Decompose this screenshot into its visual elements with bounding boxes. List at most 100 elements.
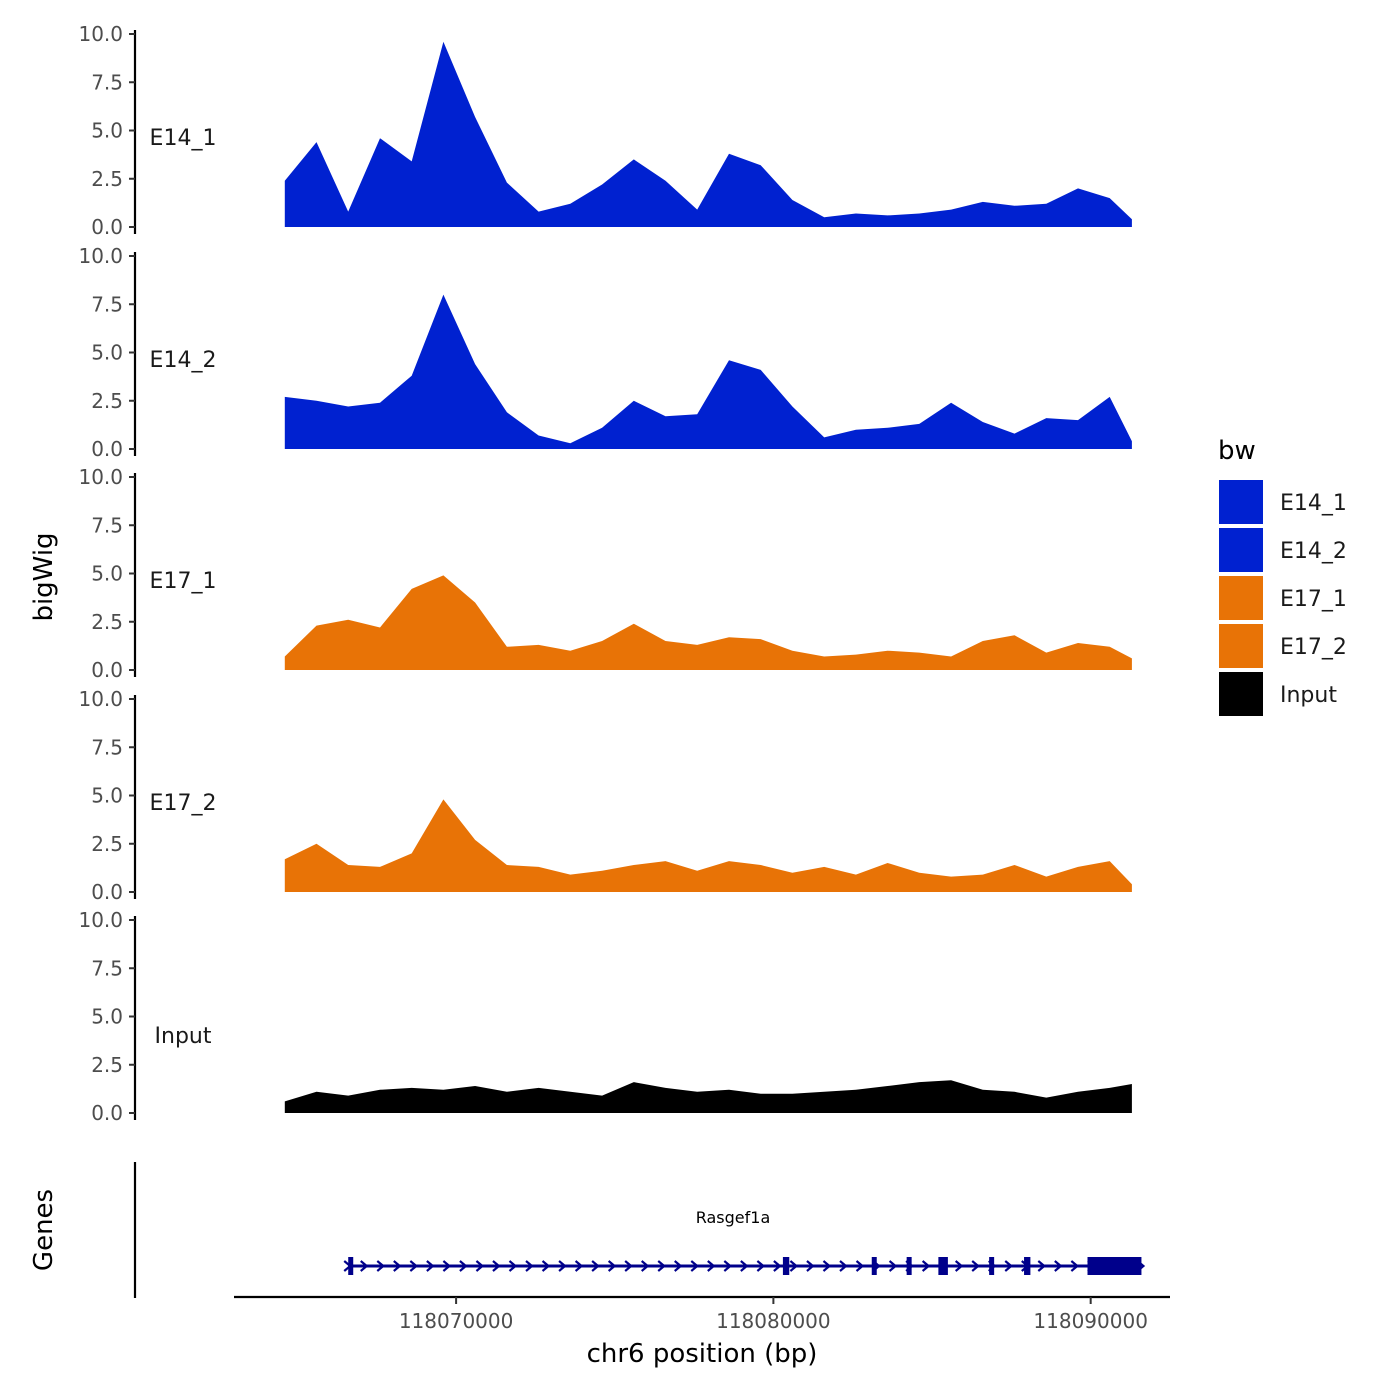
track-panel-e17_2: 0.0 2.5 5.0 7.5 10.0 E17_2 <box>78 687 1132 904</box>
strand-arrow <box>409 1260 419 1272</box>
x-tick-label: 118070000 <box>399 1309 514 1333</box>
signal-area-e17_1 <box>284 575 1132 670</box>
track-label: E14_2 <box>150 348 217 373</box>
gene-exon <box>906 1257 912 1275</box>
gene-model <box>343 1257 1146 1275</box>
strand-arrow <box>690 1260 699 1272</box>
signal-area-input <box>284 1080 1132 1113</box>
strand-arrow <box>1004 1260 1013 1272</box>
strand-arrow <box>492 1260 501 1272</box>
strand-arrow <box>475 1260 485 1272</box>
legend-swatch <box>1219 480 1263 524</box>
strand-arrow <box>839 1260 848 1272</box>
strand-arrow <box>921 1260 931 1272</box>
strand-arrow <box>591 1260 600 1272</box>
y-tick-label: 0.0 <box>91 880 123 904</box>
track-label: E14_1 <box>150 126 217 151</box>
y-tick-label: 10.0 <box>78 908 123 932</box>
gene-exon <box>348 1257 354 1275</box>
y-tick-label: 5.0 <box>91 119 123 143</box>
strand-arrow <box>640 1260 650 1272</box>
x-axis-title: chr6 position (bp) <box>587 1339 818 1369</box>
strand-arrow <box>426 1260 435 1272</box>
y-tick-label: 7.5 <box>91 70 123 94</box>
legend-label: Input <box>1280 683 1337 708</box>
legend-swatch <box>1219 672 1263 716</box>
x-axis: 118070000 118080000 118090000 chr6 positio… <box>234 1295 1170 1369</box>
y-tick-label: 2.5 <box>91 1053 123 1077</box>
gene-name-label: Rasgef1a <box>696 1208 771 1227</box>
y-tick-label: 5.0 <box>91 562 123 586</box>
y-tick-label: 7.5 <box>91 956 123 980</box>
strand-arrow <box>723 1260 733 1272</box>
y-tick-label: 2.5 <box>91 610 123 634</box>
legend-items: E14_1 E14_2 E17_1 E17_2 Input <box>1219 480 1347 716</box>
strand-arrow <box>888 1260 898 1272</box>
y-tick-label: 0.0 <box>91 1101 123 1125</box>
y-tick-label: 2.5 <box>91 832 123 856</box>
strand-arrow <box>508 1260 518 1272</box>
strand-arrow <box>806 1260 815 1272</box>
y-tick-label: 2.5 <box>91 389 123 413</box>
track-label: E17_1 <box>150 569 217 594</box>
x-tick-label: 118080000 <box>716 1309 831 1333</box>
gene-exon <box>782 1257 790 1275</box>
strand-arrow <box>789 1260 799 1272</box>
genes-panel-title: Genes <box>29 1189 59 1271</box>
y-tick-label: 5.0 <box>91 784 123 808</box>
y-tick-label: 5.0 <box>91 341 123 365</box>
y-tick-label: 10.0 <box>78 687 123 711</box>
legend-label: E14_1 <box>1280 491 1347 516</box>
y-axis-title: bigWig <box>29 532 59 621</box>
gene-exon <box>989 1257 995 1275</box>
genes-panel: Genes Rasgef1a <box>29 1162 1146 1298</box>
strand-arrow <box>756 1260 766 1272</box>
track-panel-input: 0.0 2.5 5.0 7.5 10.0 Input <box>78 908 1132 1125</box>
y-tick-label: 10.0 <box>78 22 123 46</box>
strand-arrow <box>360 1260 369 1272</box>
strand-arrow <box>773 1260 782 1272</box>
gene-exon <box>938 1257 948 1275</box>
y-tick-label: 7.5 <box>91 513 123 537</box>
strand-arrow <box>855 1260 865 1272</box>
strand-arrow <box>707 1260 716 1272</box>
y-tick-label: 7.5 <box>91 735 123 759</box>
legend-swatch <box>1219 528 1263 572</box>
strand-arrow <box>657 1260 666 1272</box>
signal-area-e14_2 <box>284 294 1132 449</box>
y-tick-label: 0.0 <box>91 215 123 239</box>
legend-title: bw <box>1218 436 1256 466</box>
strand-arrow <box>376 1260 385 1272</box>
strand-arrow <box>822 1260 832 1272</box>
track-panel-e14_2: 0.0 2.5 5.0 7.5 10.0 E14_2 <box>78 244 1132 461</box>
x-tick-label: 118090000 <box>1033 1309 1148 1333</box>
track-panel-e14_1: 0.0 2.5 5.0 7.5 10.0 E14_1 <box>78 22 1132 239</box>
legend-label: E14_2 <box>1280 539 1347 564</box>
track-label: Input <box>155 1024 212 1049</box>
gene-exon <box>1087 1257 1142 1275</box>
strand-arrow <box>740 1260 749 1272</box>
y-tick-label: 0.0 <box>91 437 123 461</box>
y-tick-label: 5.0 <box>91 1005 123 1029</box>
legend-label: E17_2 <box>1280 635 1347 660</box>
strand-arrow <box>541 1260 551 1272</box>
track-panels: 0.0 2.5 5.0 7.5 10.0 E14_1 0.0 2.5 5.0 7.5 10.0 E14… <box>78 22 1132 1125</box>
y-tick-label: 10.0 <box>78 465 123 489</box>
strand-arrow <box>674 1260 683 1272</box>
y-tick-label: 2.5 <box>91 167 123 191</box>
strand-arrow <box>1037 1260 1047 1272</box>
track-panel-e17_1: 0.0 2.5 5.0 7.5 10.0 E17_1 <box>78 465 1132 682</box>
x-axis-ticks: 118070000 118080000 118090000 <box>399 1297 1148 1333</box>
gene-exon <box>1024 1257 1031 1275</box>
y-tick-label: 0.0 <box>91 658 123 682</box>
strand-arrow <box>525 1260 534 1272</box>
strand-arrow <box>954 1260 964 1272</box>
track-label: E17_2 <box>150 791 217 816</box>
strand-arrow <box>607 1260 617 1272</box>
strand-arrow <box>459 1260 468 1272</box>
y-tick-label: 10.0 <box>78 244 123 268</box>
signal-area-e17_2 <box>284 799 1132 892</box>
gene-exon <box>871 1257 877 1275</box>
legend-label: E17_1 <box>1280 587 1347 612</box>
